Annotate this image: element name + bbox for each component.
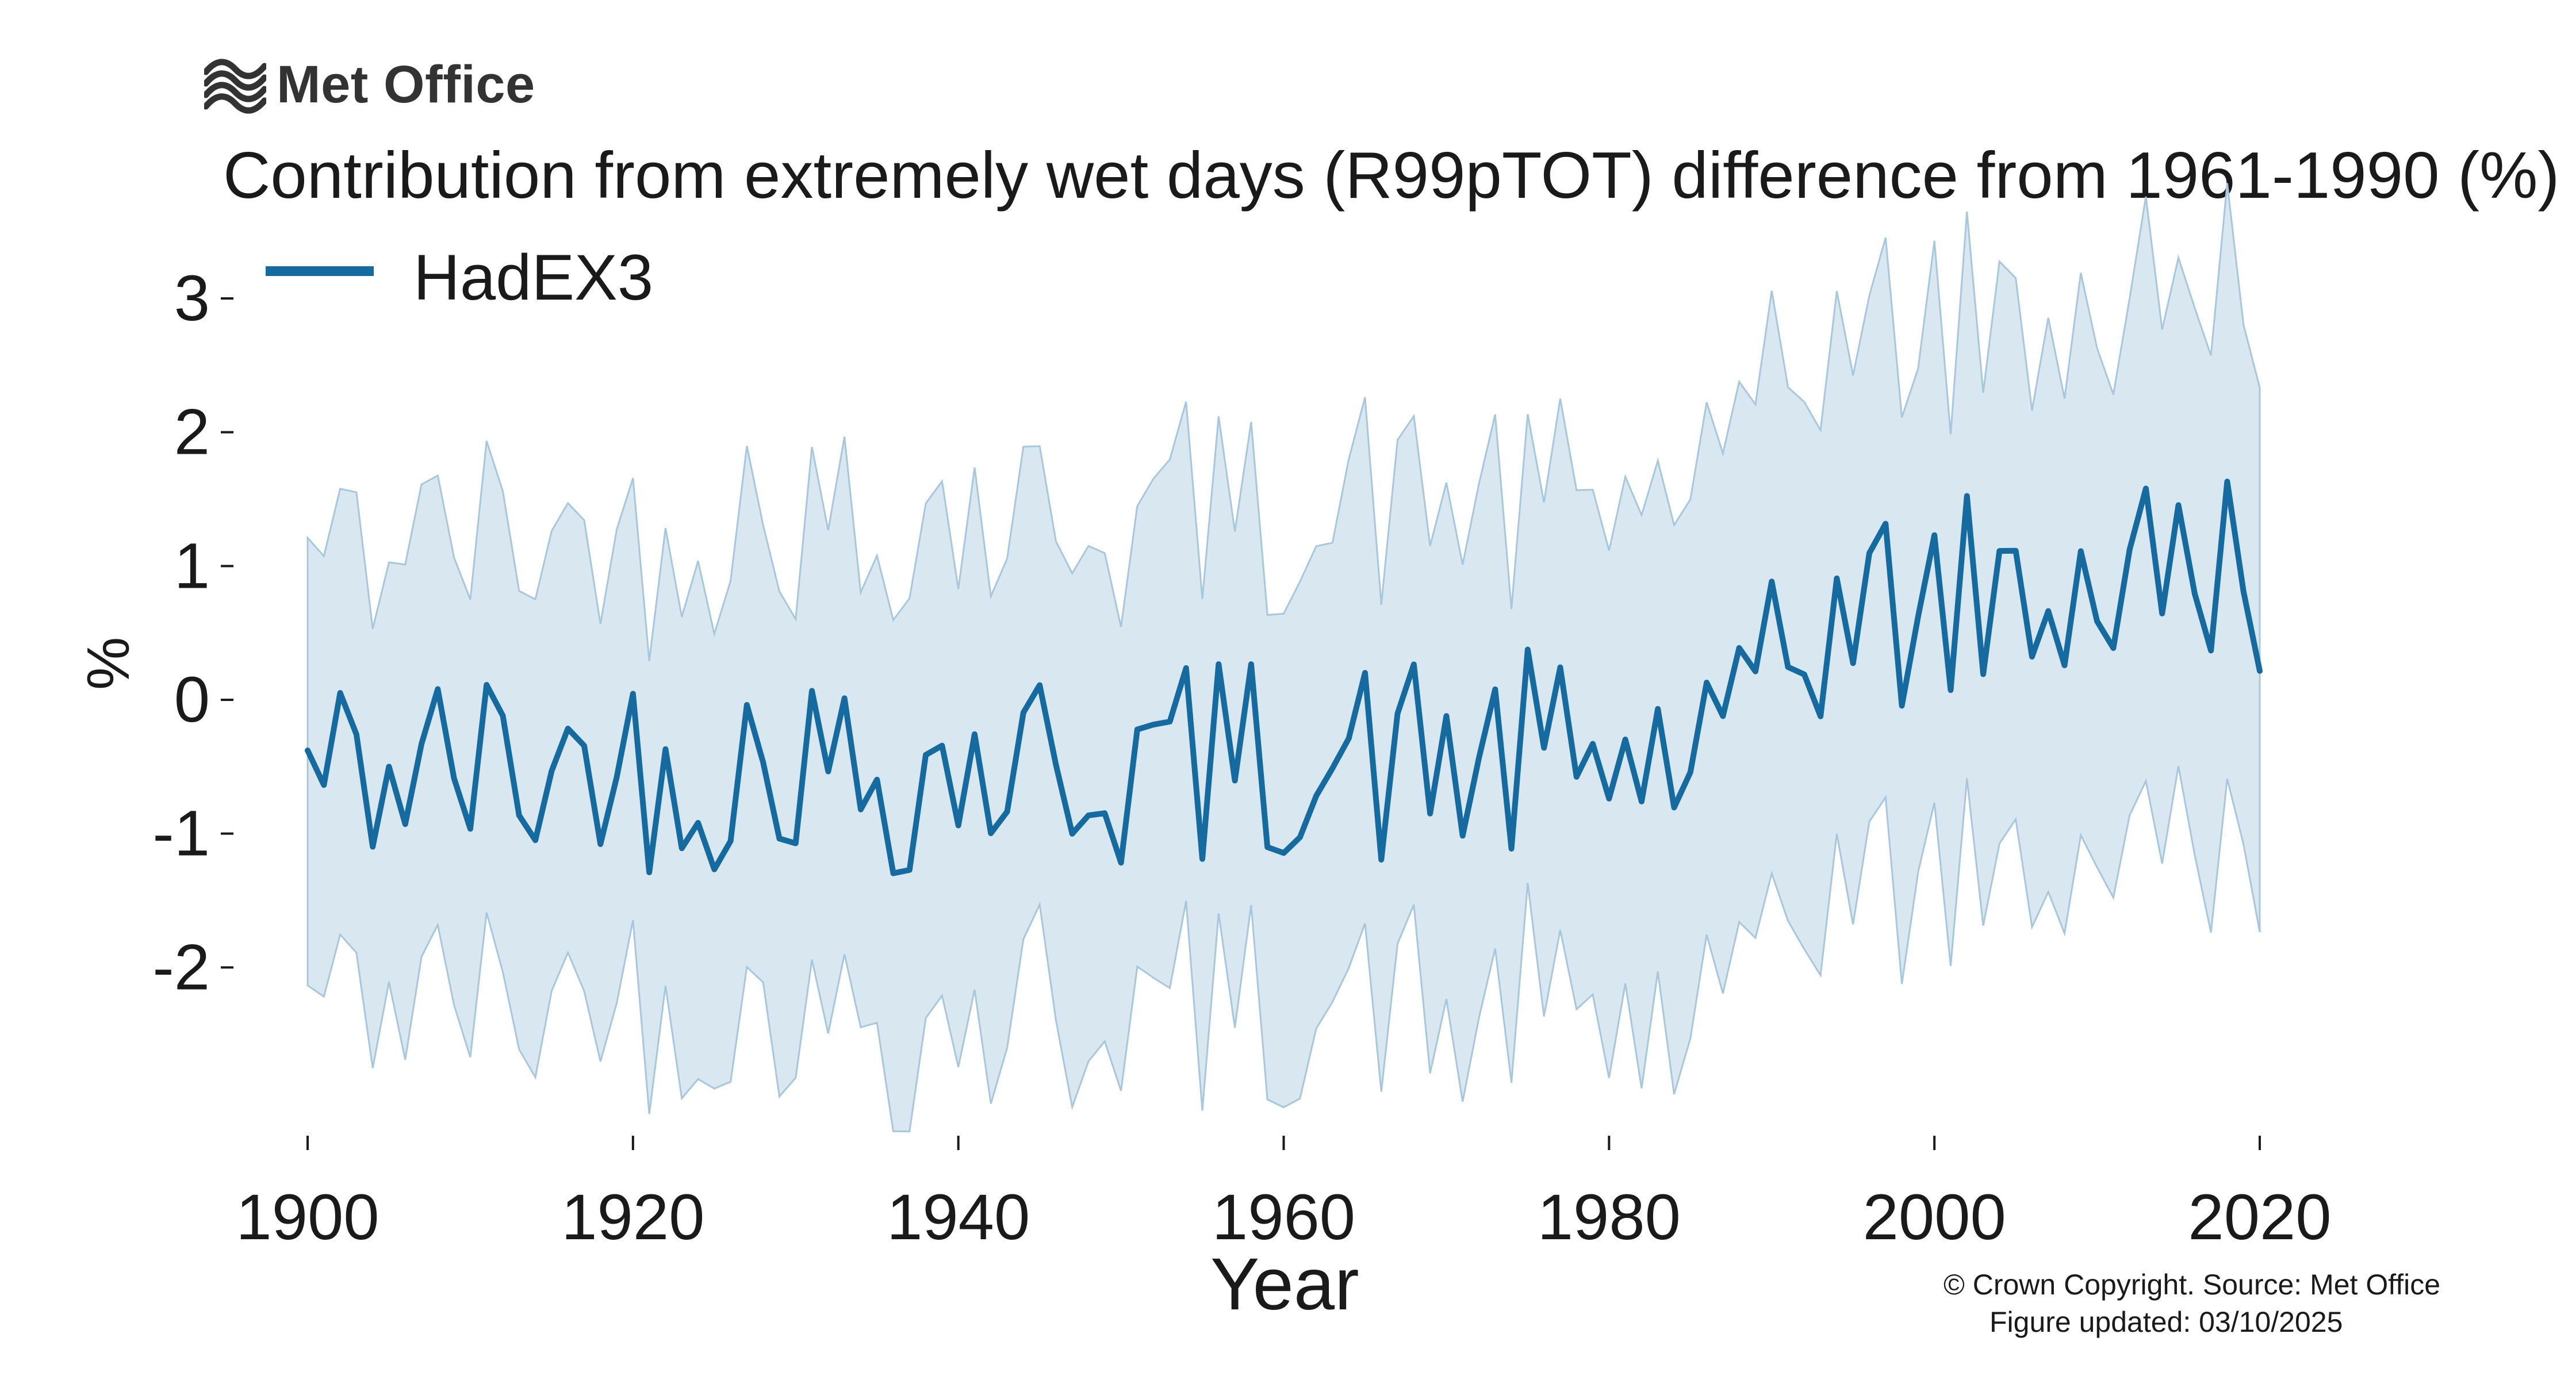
svg-text:2000: 2000 — [1863, 1181, 2006, 1253]
svg-text:3: 3 — [174, 262, 210, 334]
svg-text:-1: -1 — [152, 798, 210, 869]
svg-text:1900: 1900 — [236, 1181, 379, 1253]
svg-text:1920: 1920 — [561, 1181, 704, 1253]
svg-text:1: 1 — [174, 530, 210, 601]
svg-text:1940: 1940 — [887, 1181, 1030, 1253]
svg-text:-2: -2 — [152, 931, 210, 1003]
svg-text:0: 0 — [174, 664, 210, 735]
svg-text:1980: 1980 — [1538, 1181, 1681, 1253]
svg-text:2020: 2020 — [2188, 1181, 2331, 1253]
svg-text:2: 2 — [174, 396, 210, 468]
